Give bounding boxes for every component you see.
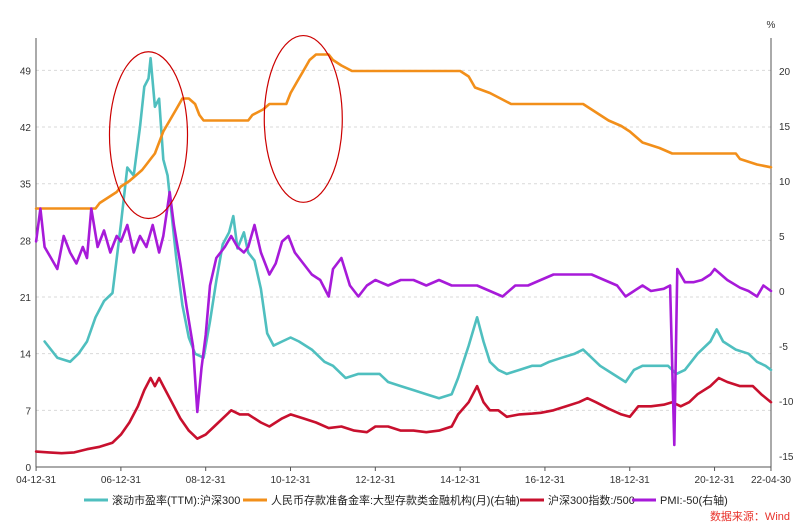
y-right-tick-1: -10 bbox=[779, 397, 794, 408]
source-label: 数据来源：Wind bbox=[710, 509, 790, 523]
y-left-tick-7: 49 bbox=[20, 66, 32, 77]
x-tick-1: 06-12-31 bbox=[101, 475, 141, 486]
x-tick-9: 22-04-30 bbox=[751, 475, 791, 486]
x-tick-7: 18-12-31 bbox=[610, 475, 650, 486]
y-right-tick-6: 15 bbox=[779, 122, 791, 133]
legend: 滚动市盈率(TTM):沪深300 人民币存款准备金率:大型存款类金融机构(月)(右… bbox=[84, 493, 728, 507]
y-left-tick-3: 21 bbox=[20, 293, 32, 304]
series-layer bbox=[34, 53, 773, 455]
y-right-tick-5: 10 bbox=[779, 177, 791, 188]
legend-label-0: 滚动市盈率(TTM):沪深300 bbox=[112, 493, 240, 507]
x-tick-8: 20-12-31 bbox=[695, 475, 735, 486]
x-tick-5: 14-12-31 bbox=[440, 475, 480, 486]
y-left-tick-5: 35 bbox=[20, 180, 32, 191]
x-tick-6: 16-12-31 bbox=[525, 475, 565, 486]
annotation-ellipse-1 bbox=[263, 34, 343, 203]
axis-layer: 0 7 14 21 28 35 42 49 -15 -10 -5 0 5 10 15 20 04-12-31 06… bbox=[16, 38, 794, 486]
y-left-tick-6: 42 bbox=[20, 123, 32, 134]
y-right-tick-7: 20 bbox=[779, 67, 791, 78]
series-line-2 bbox=[34, 376, 773, 455]
x-tick-2: 08-12-31 bbox=[186, 475, 226, 486]
x-tick-0: 04-12-31 bbox=[16, 475, 56, 486]
series-line-3 bbox=[34, 190, 773, 447]
annotation-layer bbox=[108, 34, 343, 220]
legend-label-1: 人民币存款准备金率:大型存款类金融机构(月)(右轴) bbox=[271, 493, 520, 507]
right-axis-unit: % bbox=[767, 20, 776, 31]
y-right-tick-2: -5 bbox=[779, 342, 788, 353]
x-tick-4: 12-12-31 bbox=[355, 475, 395, 486]
legend-label-3: PMI:-50(右轴) bbox=[660, 493, 728, 507]
series-line-1 bbox=[34, 53, 773, 210]
x-tick-3: 10-12-31 bbox=[270, 475, 310, 486]
y-left-tick-1: 7 bbox=[25, 406, 31, 417]
y-right-tick-4: 5 bbox=[779, 232, 785, 243]
y-left-tick-2: 14 bbox=[20, 350, 32, 361]
grid-layer bbox=[36, 69, 771, 411]
series-line-0 bbox=[43, 56, 773, 400]
y-right-tick-3: 0 bbox=[779, 287, 785, 298]
annotation-ellipse-0 bbox=[108, 51, 189, 220]
y-right-tick-0: -15 bbox=[779, 452, 794, 463]
y-left-tick-4: 28 bbox=[20, 236, 32, 247]
y-left-tick-0: 0 bbox=[25, 463, 31, 474]
legend-label-2: 沪深300指数:/500 bbox=[548, 493, 635, 507]
